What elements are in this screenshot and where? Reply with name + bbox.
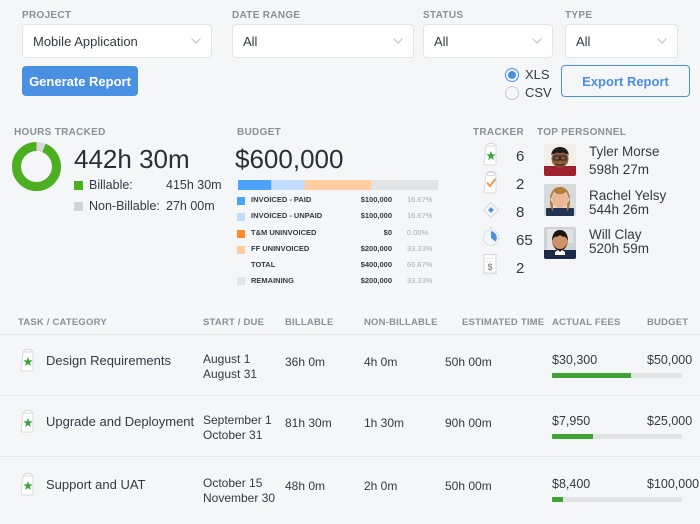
svg-text:$: $ — [487, 262, 492, 272]
